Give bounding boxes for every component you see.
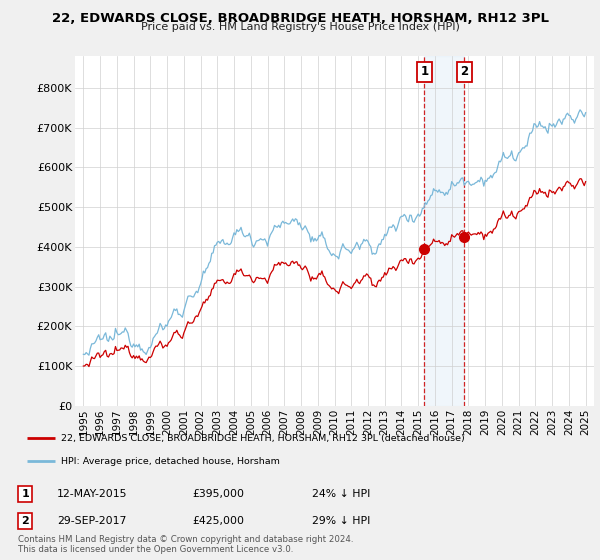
Text: 1: 1 — [421, 66, 428, 78]
Text: 12-MAY-2015: 12-MAY-2015 — [57, 489, 128, 499]
Text: £425,000: £425,000 — [192, 516, 244, 526]
Text: 1: 1 — [22, 489, 29, 499]
Text: 2: 2 — [460, 66, 469, 78]
Text: Price paid vs. HM Land Registry's House Price Index (HPI): Price paid vs. HM Land Registry's House … — [140, 22, 460, 32]
Text: £395,000: £395,000 — [192, 489, 244, 499]
Text: HPI: Average price, detached house, Horsham: HPI: Average price, detached house, Hors… — [61, 457, 280, 466]
Text: 22, EDWARDS CLOSE, BROADBRIDGE HEATH, HORSHAM, RH12 3PL: 22, EDWARDS CLOSE, BROADBRIDGE HEATH, HO… — [52, 12, 548, 25]
Text: 22, EDWARDS CLOSE, BROADBRIDGE HEATH, HORSHAM, RH12 3PL (detached house): 22, EDWARDS CLOSE, BROADBRIDGE HEATH, HO… — [61, 434, 464, 443]
Bar — [424, 56, 464, 406]
Text: 2: 2 — [22, 516, 29, 526]
Text: 29-SEP-2017: 29-SEP-2017 — [57, 516, 127, 526]
Text: 29% ↓ HPI: 29% ↓ HPI — [312, 516, 370, 526]
Text: 24% ↓ HPI: 24% ↓ HPI — [312, 489, 370, 499]
Text: Contains HM Land Registry data © Crown copyright and database right 2024.
This d: Contains HM Land Registry data © Crown c… — [18, 535, 353, 554]
